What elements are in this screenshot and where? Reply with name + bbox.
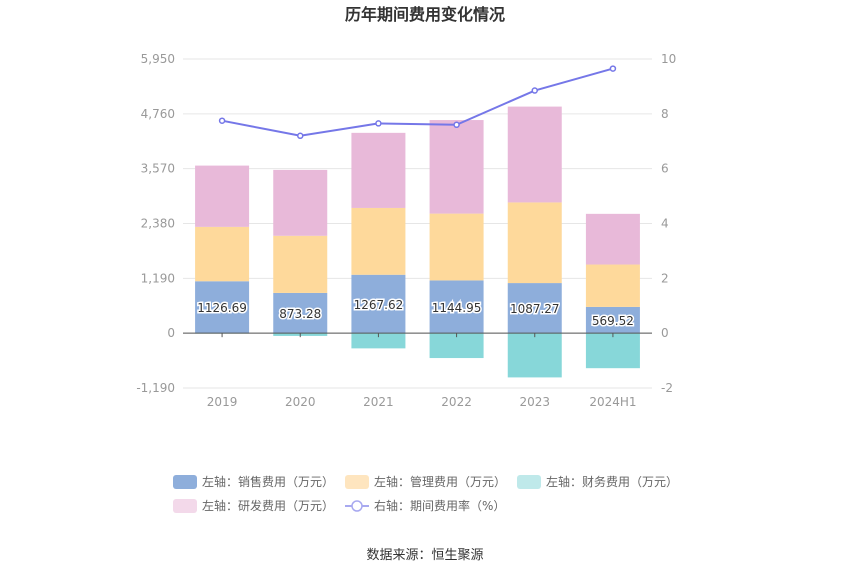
rate-point — [375, 120, 382, 127]
bars — [195, 106, 640, 378]
bar-segment — [351, 132, 406, 208]
x-tick-label: 2019 — [207, 395, 238, 409]
right-axis: 10 8 6 4 2 0 -2 — [661, 52, 676, 395]
rate-point — [218, 117, 226, 124]
data-label: 569.52 — [592, 314, 634, 328]
left-tick-label: -1,190 — [136, 381, 175, 395]
bar-segment — [507, 106, 562, 203]
bar-segment — [273, 292, 328, 334]
legend-swatch — [345, 475, 369, 489]
bar-segment — [429, 333, 484, 359]
rate-point — [609, 65, 617, 72]
data-label: 1144.95 — [432, 301, 482, 315]
rate-point — [297, 132, 304, 140]
bar-segment — [429, 213, 484, 281]
rate-point — [531, 87, 538, 94]
left-tick-label: 5,950 — [141, 52, 175, 66]
bar-segment — [351, 274, 406, 334]
bar-segment — [585, 264, 640, 307]
legend-label: 左轴：销售费用（万元） — [202, 474, 334, 489]
x-tick-label: 2021 — [363, 395, 394, 409]
bar-segment — [195, 226, 250, 282]
left-tick-label: 1,190 — [141, 271, 175, 285]
x-tick-label: 2022 — [441, 395, 472, 409]
bar-segment — [195, 281, 250, 334]
bar-segment — [585, 213, 640, 265]
bar-segment — [195, 165, 250, 227]
right-tick-label: 0 — [661, 326, 669, 340]
x-tick-label: 2020 — [285, 395, 316, 409]
data-label: 1087.27 — [510, 302, 560, 316]
data-label: 873.28 — [279, 307, 321, 321]
legend-marker — [351, 500, 363, 512]
right-tick-label: 8 — [661, 107, 669, 121]
legend-swatch — [173, 499, 197, 513]
bar-segment — [507, 202, 562, 284]
x-axis: 2019 2020 2021 2022 2023 2024H1 — [207, 333, 637, 409]
left-axis: 5,950 4,760 3,570 2,380 1,190 0 -1,190 — [136, 52, 175, 395]
rate-point — [453, 121, 460, 129]
data-label: 1267.62 — [354, 298, 404, 312]
legend-label: 左轴：管理费用（万元） — [374, 474, 506, 489]
x-tick-label: 2024H1 — [589, 395, 636, 409]
bar-segment — [351, 207, 406, 275]
legend-swatch — [173, 475, 197, 489]
chart-title: 历年期间费用变化情况 — [345, 5, 505, 24]
legend-swatch — [517, 475, 541, 489]
legend-label: 右轴：期间费用率（%） — [374, 498, 505, 513]
legend: 左轴：销售费用（万元） 左轴：管理费用（万元） 左轴：财务费用（万元） 左轴：研发费用… — [173, 474, 678, 513]
left-tick-label: 3,570 — [141, 162, 175, 176]
left-tick-label: 4,760 — [141, 107, 175, 121]
x-tick-label: 2023 — [519, 395, 550, 409]
rate-line — [218, 65, 617, 140]
bar-segment — [429, 120, 484, 214]
right-tick-label: 2 — [661, 271, 669, 285]
grid — [183, 58, 652, 389]
data-label: 1126.69 — [197, 301, 247, 315]
right-tick-label: 6 — [661, 162, 669, 176]
bar-segment — [273, 235, 328, 293]
legend-label: 左轴：研发费用（万元） — [202, 498, 334, 513]
left-tick-label: 0 — [167, 326, 175, 340]
rate-line-path — [221, 67, 614, 137]
bar-segment — [585, 333, 640, 369]
data-labels: 1126.69 873.28 1267.62 1144.95 1087.27 569.52 — [196, 296, 636, 329]
bar-segment — [351, 333, 406, 349]
bar-segment — [429, 280, 484, 334]
right-tick-label: 4 — [661, 217, 669, 231]
right-tick-label: 10 — [661, 52, 676, 66]
bar-segment — [585, 306, 640, 334]
legend-label: 左轴：财务费用（万元） — [546, 474, 678, 489]
left-tick-label: 2,380 — [141, 217, 175, 231]
bar-segment — [507, 283, 562, 334]
bar-segment — [273, 169, 328, 236]
right-tick-label: -2 — [661, 381, 673, 395]
source-note: 数据来源：恒生聚源 — [366, 548, 483, 563]
bar-segment — [507, 333, 562, 378]
